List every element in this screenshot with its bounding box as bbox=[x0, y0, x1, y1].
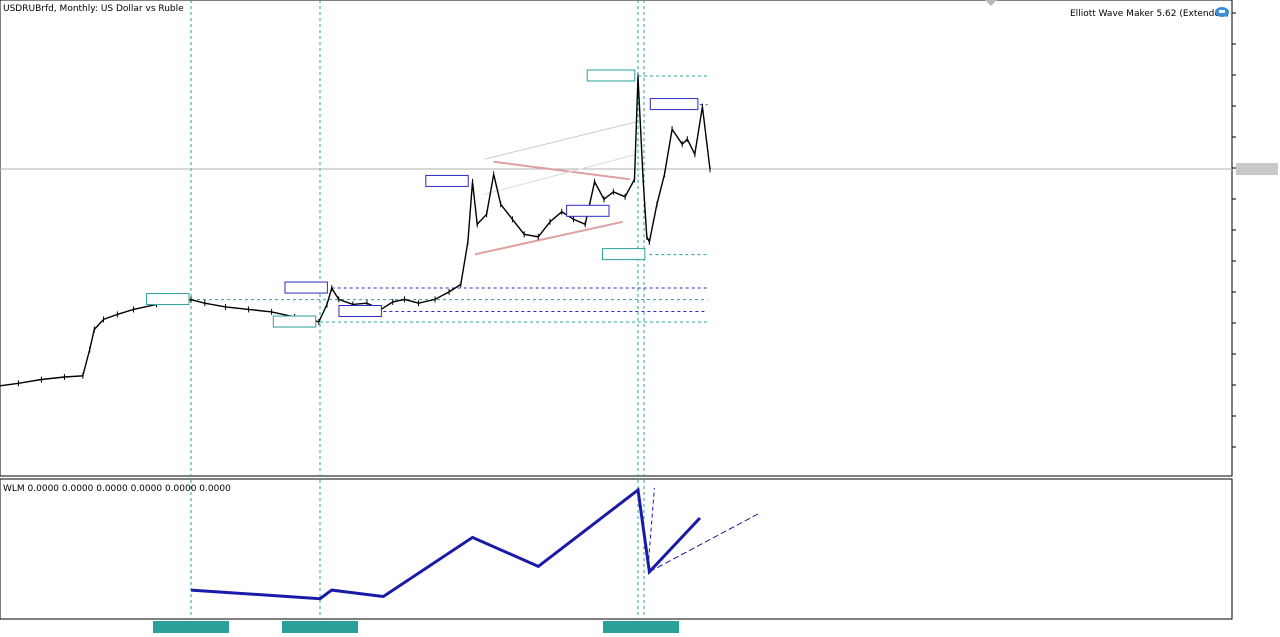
sub-chart-layer bbox=[190, 487, 761, 601]
channel-line-lower bbox=[484, 153, 637, 195]
wlm-series-line bbox=[190, 487, 701, 601]
price-box bbox=[586, 69, 636, 82]
current-price-box bbox=[1236, 163, 1278, 176]
wlm-projection-line-2 bbox=[647, 487, 655, 567]
indicator-hat-icon[interactable] bbox=[1215, 7, 1229, 17]
price-box bbox=[272, 315, 317, 328]
price-box bbox=[601, 248, 646, 261]
subwindow-title: WLM 0.0000 0.0000 0.0000 0.0000 0.0000 0… bbox=[3, 484, 231, 494]
channel-line-upper bbox=[484, 121, 637, 160]
sub-pane[interactable] bbox=[0, 478, 1233, 620]
triangle-upper-line bbox=[493, 160, 630, 181]
symbol-title: USDRUBrfd, Monthly: US Dollar vs Ruble bbox=[3, 4, 184, 14]
time-highlight-box bbox=[282, 621, 358, 633]
triangle-lower-line bbox=[474, 220, 623, 256]
price-box bbox=[566, 204, 610, 217]
price-box bbox=[338, 305, 382, 318]
price-box bbox=[284, 281, 328, 294]
time-highlight-box bbox=[153, 621, 229, 633]
price-box bbox=[425, 174, 469, 187]
price-box bbox=[649, 98, 699, 111]
wlm-projection-line bbox=[649, 512, 761, 573]
indicator-title: Elliott Wave Maker 5.62 (Extended) bbox=[1070, 9, 1229, 19]
price-box bbox=[146, 293, 190, 306]
shift-marker-icon[interactable] bbox=[985, 0, 997, 6]
time-highlight-box bbox=[603, 621, 679, 633]
